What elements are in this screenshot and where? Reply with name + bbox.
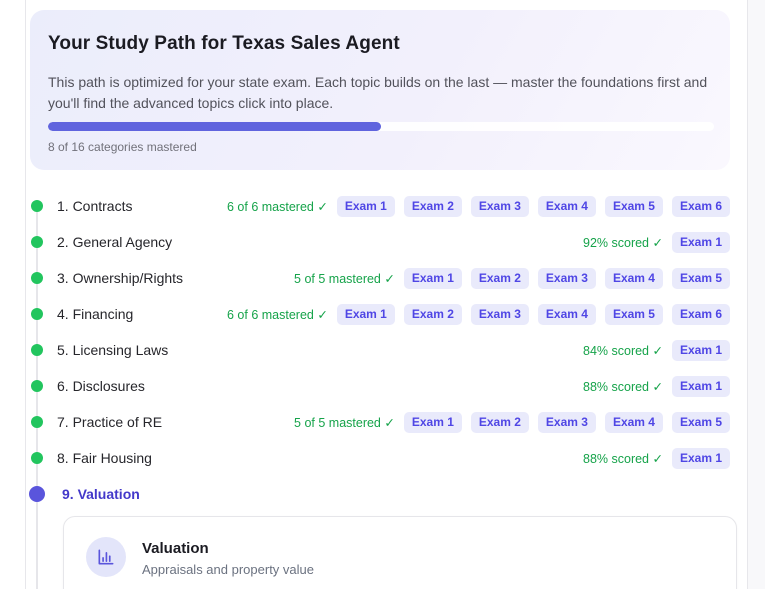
timeline-line <box>36 206 38 589</box>
topic-label: 6. Disclosures <box>57 378 145 394</box>
exam-badge[interactable]: Exam 2 <box>470 411 529 433</box>
topic-row-right: 6 of 6 mastered ✓ Exam 1 Exam 2 Exam 3 Exam… <box>227 303 730 325</box>
topic-row[interactable]: 9. Valuation <box>29 476 730 512</box>
topic-row-right: 5 of 5 mastered ✓ Exam 1 Exam 2 Exam 3 Exam… <box>294 411 730 433</box>
detail-card-subtitle: Appraisals and property value <box>142 562 314 577</box>
progress-label: 8 of 16 categories mastered <box>48 140 197 154</box>
topic-row-right: 88% scored ✓ Exam 1 <box>583 447 730 469</box>
study-path-header-card: Your Study Path for Texas Sales Agent Th… <box>30 10 730 170</box>
exam-badge[interactable]: Exam 5 <box>671 267 730 289</box>
exam-badge[interactable]: Exam 1 <box>403 411 462 433</box>
exam-badge[interactable]: Exam 1 <box>671 339 730 361</box>
exam-badge[interactable]: Exam 4 <box>604 411 663 433</box>
exam-badge[interactable]: Exam 1 <box>671 231 730 253</box>
topic-status: 6 of 6 mastered ✓ <box>227 307 328 322</box>
exam-badge[interactable]: Exam 5 <box>604 303 663 325</box>
exam-badge[interactable]: Exam 3 <box>470 195 529 217</box>
exam-badges: Exam 1 <box>671 231 730 253</box>
exam-badge[interactable]: Exam 4 <box>537 303 596 325</box>
exam-badges: Exam 1 <box>671 375 730 397</box>
exam-badge[interactable]: Exam 4 <box>604 267 663 289</box>
progress-fill <box>48 122 381 131</box>
topic-status: 88% scored ✓ <box>583 379 663 394</box>
topic-row[interactable]: 1. Contracts 6 of 6 mastered ✓ Exam 1 Exa… <box>30 188 730 224</box>
exam-badge[interactable]: Exam 3 <box>470 303 529 325</box>
topic-label: 2. General Agency <box>57 234 173 250</box>
progress-bar <box>48 122 714 131</box>
topic-row[interactable]: 6. Disclosures 88% scored ✓ Exam 1 <box>30 368 730 404</box>
content-frame-right-border <box>747 0 748 589</box>
exam-badge[interactable]: Exam 1 <box>671 375 730 397</box>
topic-row[interactable]: 3. Ownership/Rights 5 of 5 mastered ✓ Ex… <box>30 260 730 296</box>
topic-status: 84% scored ✓ <box>583 343 663 358</box>
exam-badges: Exam 1 Exam 2 Exam 3 Exam 4 Exam 5 <box>403 411 730 433</box>
exam-badge[interactable]: Exam 4 <box>537 195 596 217</box>
topic-status-dot <box>31 236 43 248</box>
exam-badges: Exam 1 Exam 2 Exam 3 Exam 4 Exam 5 Exam 6 <box>336 303 730 325</box>
exam-badge[interactable]: Exam 2 <box>403 303 462 325</box>
topic-row[interactable]: 2. General Agency 92% scored ✓ Exam 1 <box>30 224 730 260</box>
exam-badge[interactable]: Exam 2 <box>470 267 529 289</box>
topic-status: 5 of 5 mastered ✓ <box>294 271 395 286</box>
detail-card-title: Valuation <box>142 540 209 557</box>
exam-badge[interactable]: Exam 5 <box>671 411 730 433</box>
topic-status: 6 of 6 mastered ✓ <box>227 199 328 214</box>
detail-card-text: Valuation Appraisals and property value <box>142 537 314 577</box>
exam-badges: Exam 1 Exam 2 Exam 3 Exam 4 Exam 5 <box>403 267 730 289</box>
exam-badge[interactable]: Exam 3 <box>537 411 596 433</box>
exam-badges: Exam 1 <box>671 447 730 469</box>
page-description: This path is optimized for your state ex… <box>48 74 708 111</box>
topic-status-dot <box>31 452 43 464</box>
topic-row[interactable]: 8. Fair Housing 88% scored ✓ Exam 1 <box>30 440 730 476</box>
exam-badge[interactable]: Exam 1 <box>403 267 462 289</box>
exam-badge[interactable]: Exam 6 <box>671 195 730 217</box>
right-gutter <box>748 0 765 589</box>
topic-row[interactable]: 5. Licensing Laws 84% scored ✓ Exam 1 <box>30 332 730 368</box>
page-title: Your Study Path for Texas Sales Agent <box>48 33 400 54</box>
topic-label: 7. Practice of RE <box>57 414 163 430</box>
exam-badge[interactable]: Exam 1 <box>671 447 730 469</box>
topic-row-right: 6 of 6 mastered ✓ Exam 1 Exam 2 Exam 3 Exam… <box>227 195 730 217</box>
exam-badge[interactable]: Exam 5 <box>604 195 663 217</box>
topic-status: 5 of 5 mastered ✓ <box>294 415 395 430</box>
topic-status-dot <box>31 380 43 392</box>
exam-badge[interactable]: Exam 2 <box>403 195 462 217</box>
topic-status-dot <box>31 272 43 284</box>
topic-status-dot <box>31 200 43 212</box>
topic-list: 1. Contracts 6 of 6 mastered ✓ Exam 1 Exa… <box>29 188 730 512</box>
topic-status-dot <box>31 344 43 356</box>
topic-label: 9. Valuation <box>62 486 140 502</box>
topic-detail-card[interactable]: Valuation Appraisals and property value <box>63 516 737 589</box>
topic-status: 92% scored ✓ <box>583 235 663 250</box>
topic-status-dot <box>31 416 43 428</box>
topic-label: 8. Fair Housing <box>57 450 152 466</box>
exam-badges: Exam 1 Exam 2 Exam 3 Exam 4 Exam 5 Exam 6 <box>336 195 730 217</box>
exam-badge[interactable]: Exam 3 <box>537 267 596 289</box>
topic-status-dot <box>29 486 45 502</box>
topic-row-right: 92% scored ✓ Exam 1 <box>583 231 730 253</box>
topic-status-dot <box>31 308 43 320</box>
topic-status: 88% scored ✓ <box>583 451 663 466</box>
topic-row-right: 5 of 5 mastered ✓ Exam 1 Exam 2 Exam 3 Exam… <box>294 267 730 289</box>
bar-chart-icon <box>86 537 126 577</box>
topic-label: 4. Financing <box>57 306 134 322</box>
topic-row[interactable]: 4. Financing 6 of 6 mastered ✓ Exam 1 Exa… <box>30 296 730 332</box>
content-frame-left-border <box>25 0 26 589</box>
topic-label: 3. Ownership/Rights <box>57 270 184 286</box>
topic-row-right: 88% scored ✓ Exam 1 <box>583 375 730 397</box>
topic-label: 5. Licensing Laws <box>57 342 169 358</box>
topic-row[interactable]: 7. Practice of RE 5 of 5 mastered ✓ Exam… <box>30 404 730 440</box>
exam-badge[interactable]: Exam 6 <box>671 303 730 325</box>
exam-badge[interactable]: Exam 1 <box>336 303 395 325</box>
topic-label: 1. Contracts <box>57 198 133 214</box>
exam-badges: Exam 1 <box>671 339 730 361</box>
exam-badge[interactable]: Exam 1 <box>336 195 395 217</box>
topic-row-right: 84% scored ✓ Exam 1 <box>583 339 730 361</box>
